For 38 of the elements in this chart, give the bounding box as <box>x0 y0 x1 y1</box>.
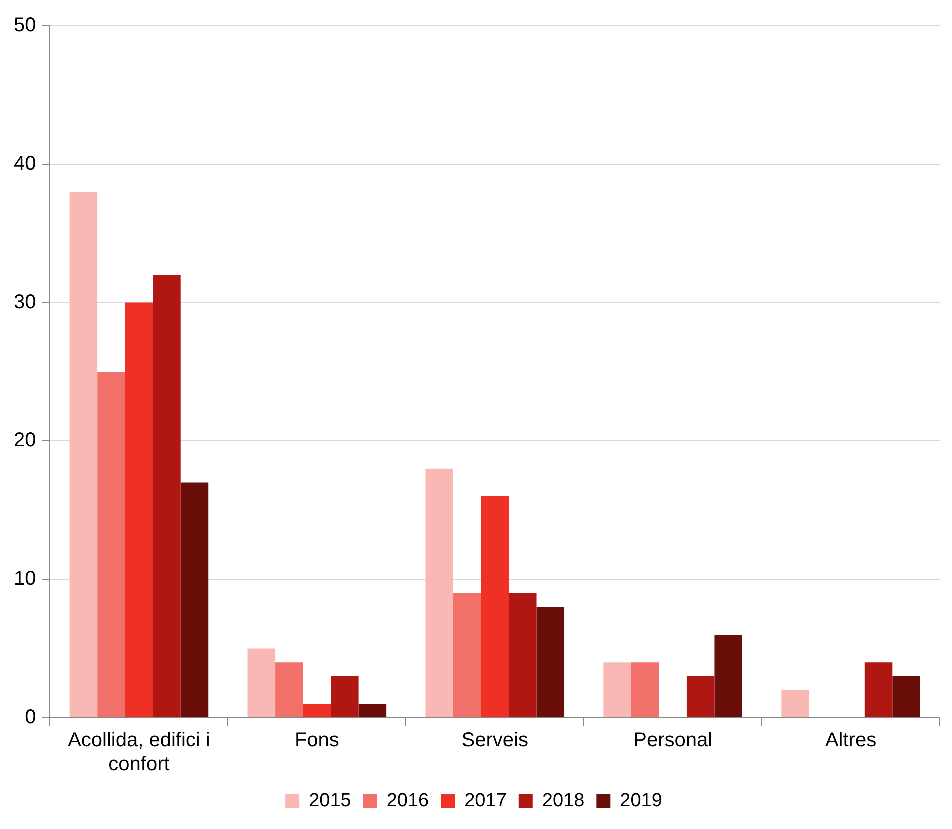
bar <box>98 372 126 718</box>
bar <box>536 607 565 718</box>
x-tick-label: Personal <box>634 730 713 752</box>
bar <box>509 593 537 718</box>
bar <box>125 302 154 718</box>
bar <box>70 192 98 718</box>
bar <box>892 676 920 718</box>
bar <box>180 482 209 718</box>
y-tick-label: 20 <box>14 430 36 452</box>
bar <box>276 662 304 718</box>
x-tick-label: Altres <box>825 730 877 752</box>
bar <box>714 634 742 718</box>
bar <box>604 662 632 718</box>
y-tick-label: 50 <box>14 14 36 37</box>
y-tick-label: 10 <box>14 568 36 590</box>
bar <box>782 690 810 718</box>
bar <box>864 662 893 718</box>
y-tick-label: 40 <box>14 152 36 175</box>
legend-label: 2015 <box>309 790 352 812</box>
x-tick-label: Fons <box>294 730 340 752</box>
bar <box>358 704 387 718</box>
legend-label: 2018 <box>542 790 585 812</box>
bar <box>303 704 332 718</box>
legend-label: 2016 <box>386 790 430 812</box>
bar <box>453 593 482 718</box>
bar <box>686 676 715 718</box>
bar <box>153 275 181 718</box>
x-tick-label: Acollida, edifici i confort <box>68 730 210 776</box>
bar <box>426 468 454 718</box>
y-tick-label: 0 <box>25 706 36 729</box>
bar <box>631 662 660 718</box>
y-tick-label: 30 <box>14 291 36 314</box>
x-tick-label: Serveis <box>462 730 528 752</box>
bar <box>248 648 276 718</box>
bar <box>481 496 510 718</box>
legend-label: 2017 <box>464 790 507 812</box>
bar <box>331 676 359 718</box>
legend-label: 2019 <box>620 790 662 812</box>
